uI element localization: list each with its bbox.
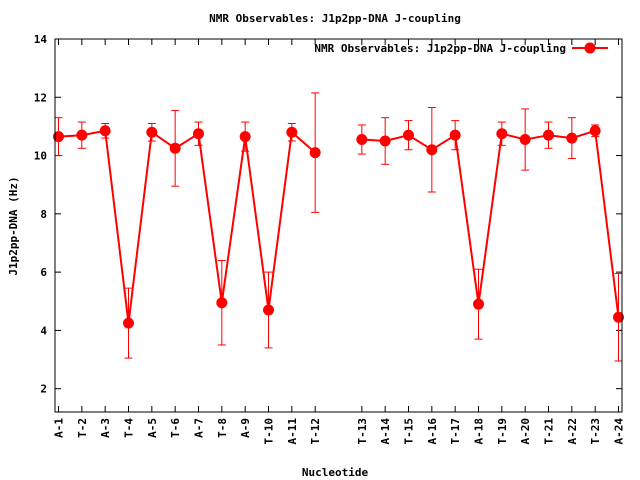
data-point — [286, 126, 298, 138]
x-tick-label: A-9 — [239, 418, 252, 438]
x-tick-label: T-10 — [263, 418, 276, 445]
x-tick-label: A-18 — [473, 418, 486, 445]
x-tick-label: A-3 — [99, 418, 112, 438]
data-point — [193, 128, 204, 140]
data-point — [309, 147, 321, 159]
x-tick-label: T-8 — [216, 418, 229, 438]
data-point — [99, 125, 111, 137]
data-point — [543, 129, 554, 141]
chart-title: NMR Observables: J1p2pp-DNA J-coupling — [209, 12, 461, 25]
y-tick-label: 10 — [34, 150, 47, 163]
x-tick-label: A-14 — [379, 418, 392, 445]
y-tick-label: 4 — [40, 324, 47, 337]
axis-ticks: 2 4 6 8 10 12 14 A-1 T-2 A-3 T-4 A-5 T-6 A-7 T-8 A-9 T-1… — [34, 33, 626, 445]
data-point — [263, 304, 274, 316]
data-point — [589, 125, 601, 137]
y-tick-label: 2 — [40, 383, 47, 396]
x-tick-label: T-12 — [309, 418, 322, 445]
data-point — [403, 129, 414, 141]
legend-marker — [584, 42, 596, 54]
x-tick-label: T-4 — [123, 418, 136, 438]
data-point — [426, 144, 438, 156]
data-point — [53, 131, 64, 143]
data-point — [566, 132, 578, 144]
data-point — [496, 128, 508, 140]
x-tick-label: T-21 — [543, 418, 556, 445]
data-point — [146, 126, 158, 138]
y-axis-label: J1p2pp-DNA (Hz) — [7, 176, 20, 275]
data-point — [519, 134, 531, 146]
data-point — [379, 135, 391, 147]
data-point — [169, 142, 181, 154]
data-point — [123, 317, 134, 329]
x-tick-label: T-6 — [169, 418, 182, 438]
plot-frame — [54, 38, 623, 413]
y-tick-label: 8 — [40, 208, 47, 221]
data-point — [356, 134, 368, 146]
x-tick-label: A-5 — [146, 418, 159, 438]
x-tick-label: T-13 — [356, 418, 369, 445]
data-points — [53, 125, 624, 329]
x-tick-label: T-23 — [589, 418, 602, 445]
x-tick-label: A-24 — [613, 418, 626, 445]
x-tick-label: A-1 — [53, 418, 66, 438]
data-point — [216, 297, 228, 309]
x-tick-label: T-2 — [76, 418, 89, 438]
y-tick-label: 14 — [34, 33, 48, 46]
x-tick-label: A-20 — [519, 418, 532, 445]
y-tick-label: 6 — [40, 266, 47, 279]
x-tick-label: A-22 — [566, 418, 579, 445]
y-tick-label: 12 — [34, 91, 47, 104]
data-point — [449, 129, 461, 141]
legend: NMR Observables: J1p2pp-DNA J-coupling — [314, 42, 608, 55]
data-point — [76, 129, 88, 141]
x-tick-label: T-15 — [403, 418, 416, 445]
legend-label: NMR Observables: J1p2pp-DNA J-coupling — [314, 42, 566, 55]
x-tick-label: T-19 — [496, 418, 509, 445]
x-tick-label: A-7 — [193, 418, 206, 438]
x-tick-label: A-11 — [286, 418, 299, 445]
data-point — [239, 131, 251, 143]
x-tick-label: T-17 — [449, 418, 462, 445]
x-axis-label: Nucleotide — [302, 466, 369, 479]
x-tick-label: A-16 — [426, 418, 439, 445]
data-point — [613, 311, 624, 323]
data-point — [473, 298, 484, 310]
